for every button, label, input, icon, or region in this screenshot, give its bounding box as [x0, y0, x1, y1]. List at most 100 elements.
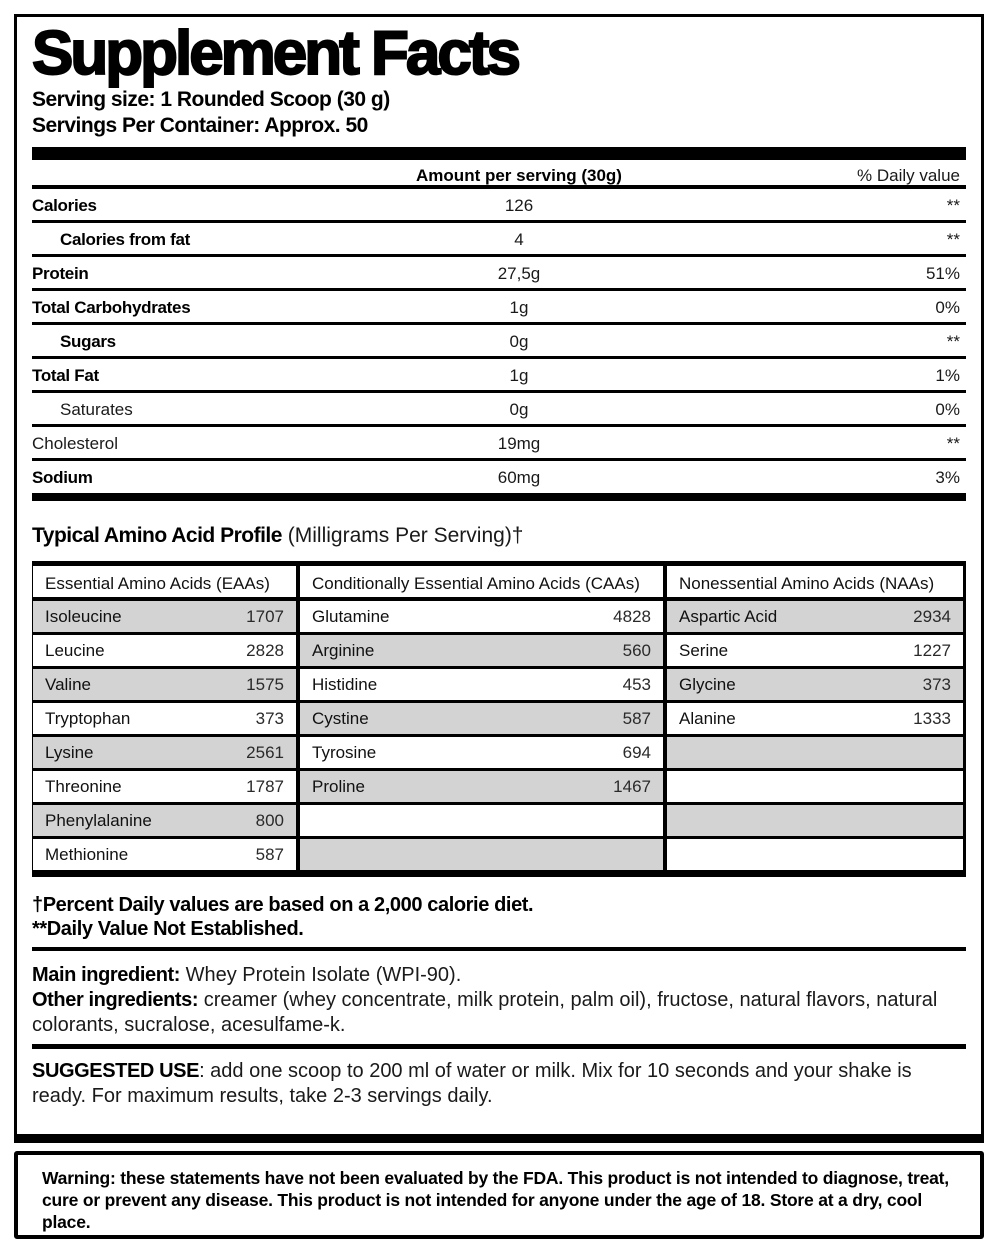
amino-name: Leucine — [45, 641, 105, 660]
nutrition-row-saturates: Saturates 0g 0% — [32, 393, 966, 427]
nutrient-amount: 1g — [509, 366, 529, 385]
separator-line — [32, 1044, 966, 1049]
amino-value: 4828 — [613, 607, 651, 626]
amino-column-naa: Aspartic Acid 2934 Serine 1227 Glycine 373 … — [663, 601, 963, 870]
amino-row: Tryptophan 373 — [33, 703, 296, 737]
amino-name: Aspartic Acid — [679, 607, 778, 626]
daily-value-header: % Daily value — [857, 166, 960, 185]
amino-row: Aspartic Acid 2934 — [667, 601, 963, 635]
amino-heading-units: (Milligrams Per Serving)† — [281, 524, 524, 547]
amino-value: 1333 — [913, 709, 951, 728]
suggested-use-section: SUGGESTED USE: add one scoop to 200 ml o… — [32, 1059, 966, 1109]
amino-value: 800 — [255, 811, 284, 830]
amino-name: Glycine — [679, 675, 736, 694]
nutrient-dv: 1% — [935, 366, 960, 385]
footnote-daily-values: †Percent Daily values are based on a 2,0… — [32, 894, 534, 916]
nutrient-dv: ** — [946, 434, 960, 453]
amino-name: Threonine — [45, 777, 122, 796]
main-ingredient-label: Main ingredient: — [32, 964, 181, 986]
amino-row: Isoleucine 1707 — [33, 601, 296, 635]
serving-size: Serving size: 1 Rounded Scoop (30 g) — [32, 88, 390, 111]
amino-value: 373 — [922, 675, 951, 694]
nutrient-amount: 0g — [509, 400, 529, 419]
amino-row-empty — [300, 839, 663, 870]
amino-row: Threonine 1787 — [33, 771, 296, 805]
amino-name: Alanine — [679, 709, 736, 728]
nutrient-amount: 4 — [514, 230, 524, 249]
amino-column-header-naa: Nonessential Amino Acids (NAAs) — [663, 566, 963, 601]
nutrient-amount: 126 — [504, 196, 534, 215]
nutrient-dv: 51% — [925, 264, 960, 283]
nutrition-row-sodium: Sodium 60mg 3% — [32, 461, 966, 493]
amino-column-header-caa: Conditionally Essential Amino Acids (CAA… — [296, 566, 663, 601]
nutrient-name: Sodium — [32, 468, 93, 487]
amino-table-header-row: Essential Amino Acids (EAAs) Conditional… — [33, 566, 963, 601]
amino-value: 1467 — [613, 777, 651, 796]
suggested-use-text: : add one scoop to 200 ml of water or mi… — [32, 1060, 912, 1107]
nutrition-row-cholesterol: Cholesterol 19mg ** — [32, 427, 966, 461]
nutrient-dv: 0% — [935, 400, 960, 419]
nutrition-row-total-carbohydrates: Total Carbohydrates 1g 0% — [32, 291, 966, 325]
separator-line — [32, 947, 966, 951]
amino-name: Tryptophan — [45, 709, 131, 728]
amino-row: Cystine 587 — [300, 703, 663, 737]
amino-name: Methionine — [45, 845, 129, 864]
main-ingredient-line: Main ingredient: Whey Protein Isolate (W… — [32, 963, 966, 988]
amino-row: Glutamine 4828 — [300, 601, 663, 635]
nutrient-dv: ** — [946, 332, 960, 351]
amino-name: Phenylalanine — [45, 811, 152, 830]
amino-row: Tyrosine 694 — [300, 737, 663, 771]
nutrient-amount: 0g — [509, 332, 529, 351]
nutrition-row-protein: Protein 27,5g 51% — [32, 257, 966, 291]
amino-value: 373 — [255, 709, 284, 728]
amino-value: 2934 — [913, 607, 951, 626]
amino-value: 1707 — [246, 607, 284, 626]
nutrient-dv: ** — [946, 196, 960, 215]
amino-name: Glutamine — [312, 607, 390, 626]
amino-name: Arginine — [312, 641, 375, 660]
nutrient-dv: ** — [946, 230, 960, 249]
nutrition-table: Amount per serving (30g) % Daily value C… — [32, 160, 966, 501]
amino-name: Proline — [312, 777, 365, 796]
nutrient-amount: 27,5g — [497, 264, 541, 283]
amino-value: 1227 — [913, 641, 951, 660]
nutrient-amount: 60mg — [497, 468, 541, 487]
nutrient-name: Calories — [32, 196, 97, 215]
amino-row-empty — [667, 805, 963, 839]
amino-row: Lysine 2561 — [33, 737, 296, 771]
footnote-not-established: **Daily Value Not Established. — [32, 918, 304, 940]
amino-name: Cystine — [312, 709, 369, 728]
amino-value: 453 — [622, 675, 651, 694]
amino-name: Valine — [45, 675, 91, 694]
amino-row: Histidine 453 — [300, 669, 663, 703]
amino-row-empty — [667, 771, 963, 805]
amino-row: Phenylalanine 800 — [33, 805, 296, 839]
amino-row-empty — [667, 839, 963, 870]
amino-value: 560 — [622, 641, 651, 660]
other-ingredients-label: Other ingredients: — [32, 989, 199, 1011]
nutrient-name: Sugars — [60, 332, 116, 351]
warning-box: Warning: these statements have not been … — [14, 1151, 984, 1239]
ingredients-section: Main ingredient: Whey Protein Isolate (W… — [32, 963, 966, 1038]
amino-row-empty — [667, 737, 963, 771]
amount-per-serving-header: Amount per serving (30g) — [416, 166, 622, 185]
nutrition-row-sugars: Sugars 0g ** — [32, 325, 966, 359]
amino-value: 587 — [622, 709, 651, 728]
amino-value: 587 — [255, 845, 284, 864]
amino-acid-table: Essential Amino Acids (EAAs) Conditional… — [32, 561, 966, 877]
amino-name: Serine — [679, 641, 729, 660]
warning-text: Warning: these statements have not been … — [42, 1168, 949, 1232]
amino-column-header-eaa: Essential Amino Acids (EAAs) — [33, 566, 296, 601]
nutrient-dv: 0% — [935, 298, 960, 317]
amino-row: Glycine 373 — [667, 669, 963, 703]
nutrient-name: Protein — [32, 264, 89, 283]
amino-row: Valine 1575 — [33, 669, 296, 703]
amino-value: 694 — [622, 743, 651, 762]
suggested-use-label: SUGGESTED USE — [32, 1060, 200, 1082]
amino-row: Proline 1467 — [300, 771, 663, 805]
amino-name: Lysine — [45, 743, 94, 762]
nutrient-amount: 19mg — [497, 434, 541, 453]
amino-row: Leucine 2828 — [33, 635, 296, 669]
nutrient-name: Total Carbohydrates — [32, 298, 191, 317]
servings-per-container: Servings Per Container: Approx. 50 — [32, 114, 368, 137]
